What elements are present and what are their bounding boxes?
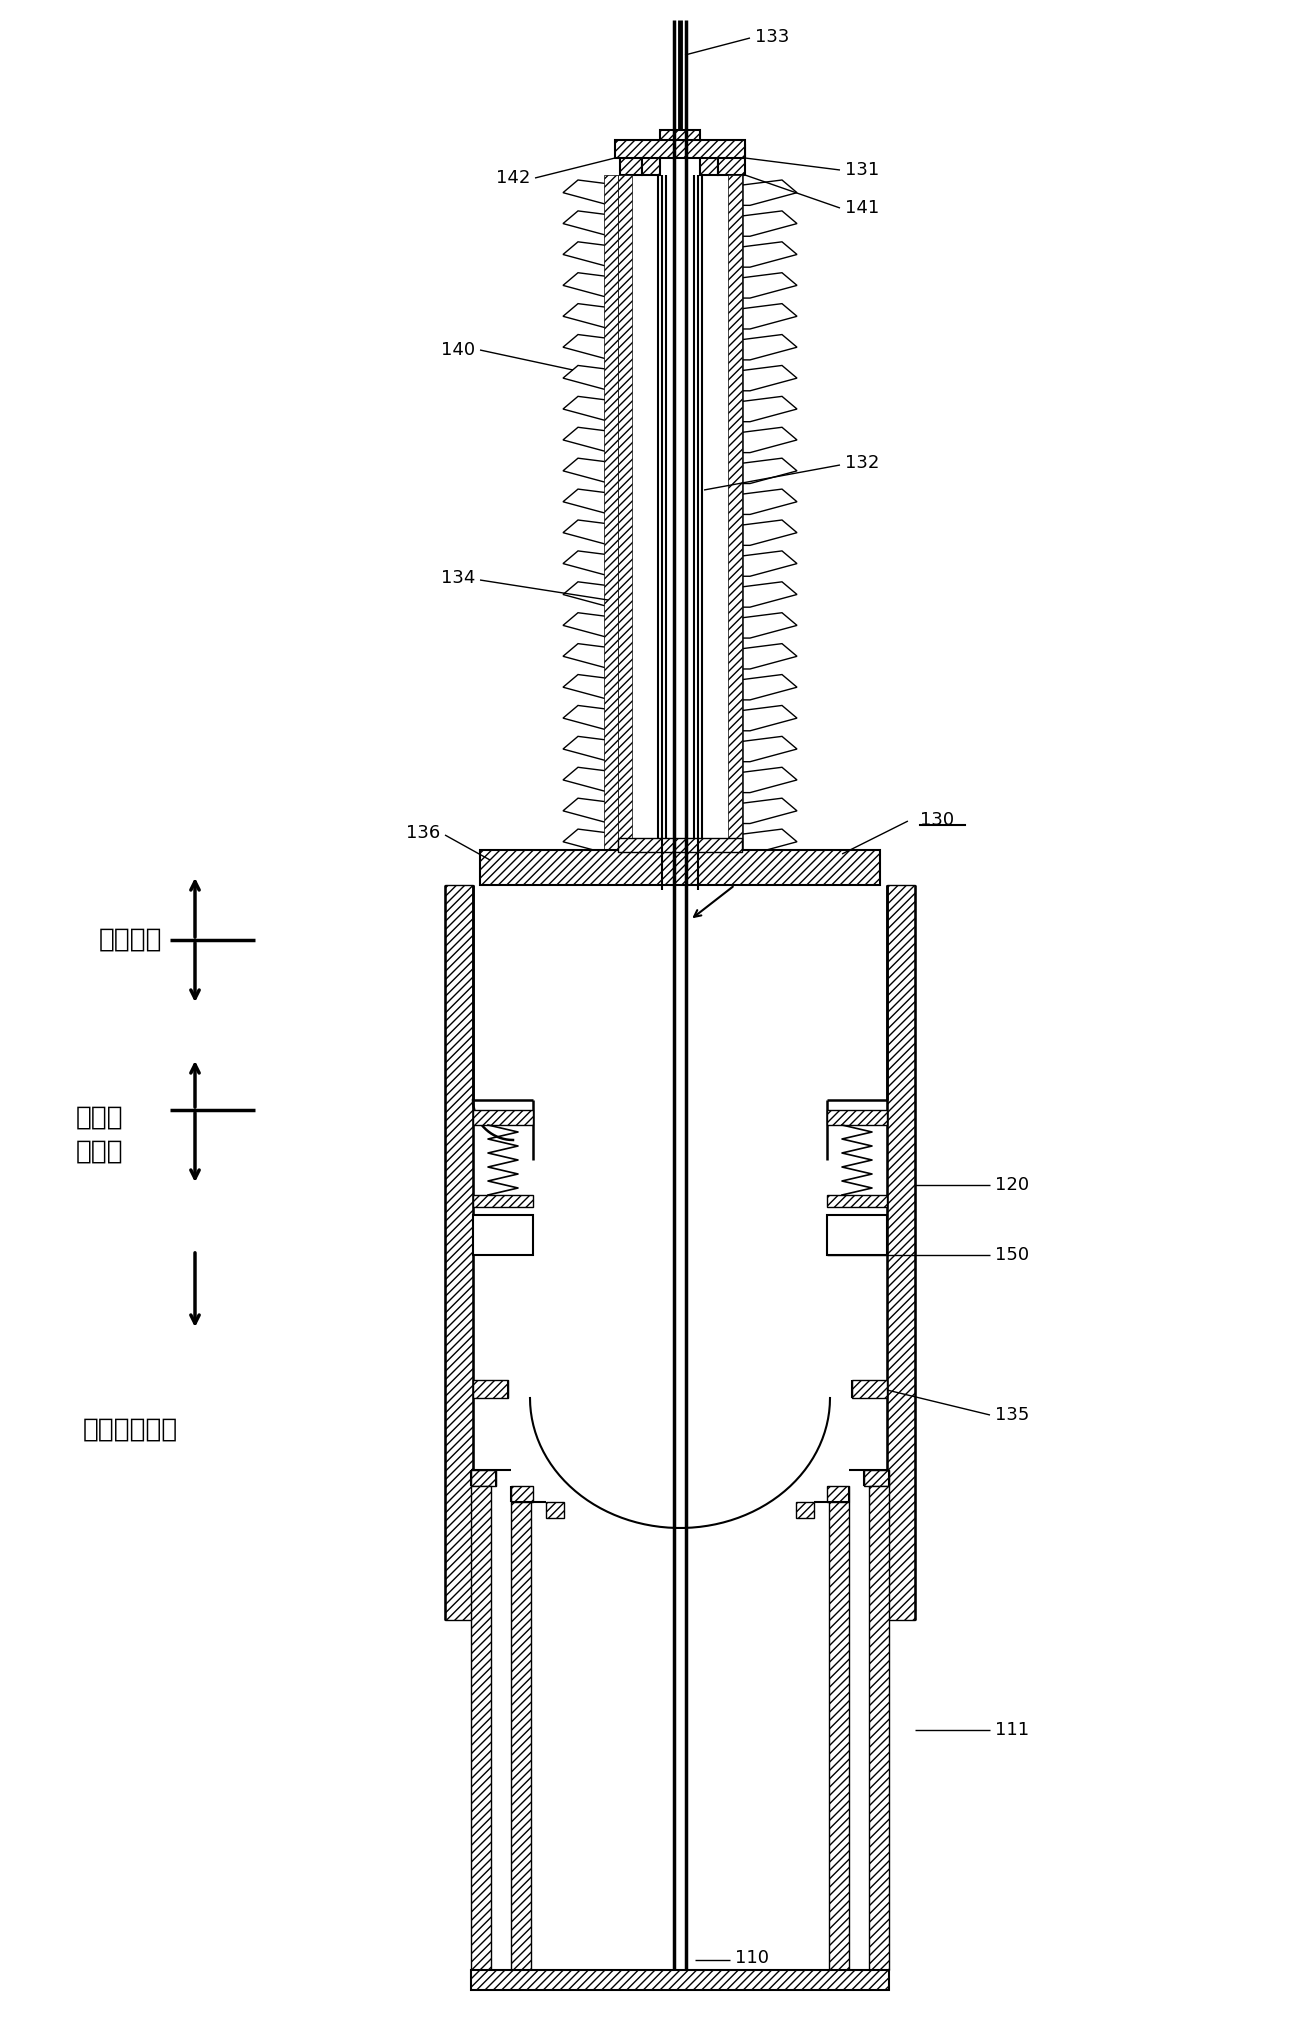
Bar	[471, 1971, 889, 1989]
Polygon shape	[563, 799, 618, 823]
Bar	[618, 175, 632, 860]
Text: 142: 142	[496, 169, 530, 187]
Polygon shape	[563, 179, 618, 206]
Bar	[852, 1380, 887, 1398]
Polygon shape	[742, 829, 798, 854]
Text: 150: 150	[995, 1245, 1029, 1264]
Polygon shape	[563, 613, 618, 638]
Bar	[546, 1502, 565, 1518]
Polygon shape	[563, 581, 618, 607]
Bar	[796, 1502, 814, 1518]
Bar	[827, 1111, 887, 1125]
Text: 130: 130	[920, 811, 954, 829]
Bar	[829, 1502, 850, 1971]
Bar	[471, 1469, 496, 1486]
Polygon shape	[742, 705, 798, 732]
Polygon shape	[641, 145, 660, 175]
Text: 133: 133	[755, 29, 790, 47]
Polygon shape	[563, 829, 618, 854]
Polygon shape	[563, 675, 618, 699]
Polygon shape	[563, 644, 618, 668]
Polygon shape	[563, 243, 618, 267]
Polygon shape	[742, 179, 798, 206]
Bar	[471, 1486, 490, 1971]
Bar	[827, 1486, 850, 1502]
Polygon shape	[742, 520, 798, 546]
Bar	[604, 175, 618, 860]
Text: 非常低温部分: 非常低温部分	[82, 1416, 178, 1443]
Polygon shape	[742, 304, 798, 328]
Polygon shape	[742, 550, 798, 577]
Bar	[474, 1380, 507, 1398]
Bar	[474, 1194, 533, 1206]
Polygon shape	[563, 273, 618, 298]
Polygon shape	[742, 581, 798, 607]
Bar	[474, 1215, 533, 1255]
Polygon shape	[742, 799, 798, 823]
Bar	[827, 1194, 887, 1206]
Bar	[864, 1469, 889, 1486]
Text: 111: 111	[995, 1720, 1029, 1738]
Polygon shape	[742, 613, 798, 638]
Text: 140: 140	[441, 340, 475, 359]
Polygon shape	[742, 365, 798, 391]
Polygon shape	[700, 145, 718, 175]
Polygon shape	[563, 550, 618, 577]
Polygon shape	[563, 489, 618, 514]
Text: 135: 135	[995, 1406, 1029, 1425]
Polygon shape	[742, 766, 798, 793]
Bar	[827, 1215, 887, 1255]
Text: 室温部分: 室温部分	[99, 927, 161, 954]
Polygon shape	[563, 428, 618, 452]
Polygon shape	[563, 705, 618, 732]
Bar	[474, 1111, 533, 1125]
Text: 141: 141	[846, 200, 879, 216]
Bar	[445, 884, 474, 1620]
Bar	[511, 1502, 531, 1971]
Polygon shape	[742, 489, 798, 514]
Text: 132: 132	[846, 454, 879, 473]
Polygon shape	[563, 736, 618, 762]
Polygon shape	[742, 243, 798, 267]
Bar	[615, 141, 745, 159]
Text: 120: 120	[995, 1176, 1029, 1194]
Polygon shape	[563, 766, 618, 793]
Text: 134: 134	[441, 569, 475, 587]
Polygon shape	[563, 210, 618, 236]
Polygon shape	[563, 334, 618, 361]
Bar	[887, 884, 915, 1620]
Polygon shape	[563, 520, 618, 546]
Polygon shape	[742, 459, 798, 483]
Polygon shape	[742, 644, 798, 668]
Bar	[869, 1486, 889, 1971]
Polygon shape	[742, 210, 798, 236]
Polygon shape	[563, 365, 618, 391]
Text: 131: 131	[846, 161, 879, 179]
Polygon shape	[742, 428, 798, 452]
Polygon shape	[660, 130, 700, 155]
Polygon shape	[742, 675, 798, 699]
Text: 136: 136	[406, 823, 440, 842]
Polygon shape	[563, 459, 618, 483]
Polygon shape	[742, 395, 798, 422]
Polygon shape	[621, 145, 641, 175]
Polygon shape	[563, 304, 618, 328]
Polygon shape	[742, 334, 798, 361]
Bar	[511, 1486, 533, 1502]
Bar	[618, 838, 742, 852]
Text: 真空绝
热部分: 真空绝 热部分	[77, 1105, 124, 1166]
Bar	[480, 850, 879, 884]
Polygon shape	[563, 395, 618, 422]
Polygon shape	[742, 273, 798, 298]
Bar	[729, 175, 742, 860]
Polygon shape	[742, 736, 798, 762]
Polygon shape	[718, 145, 745, 175]
Text: 110: 110	[735, 1948, 769, 1967]
